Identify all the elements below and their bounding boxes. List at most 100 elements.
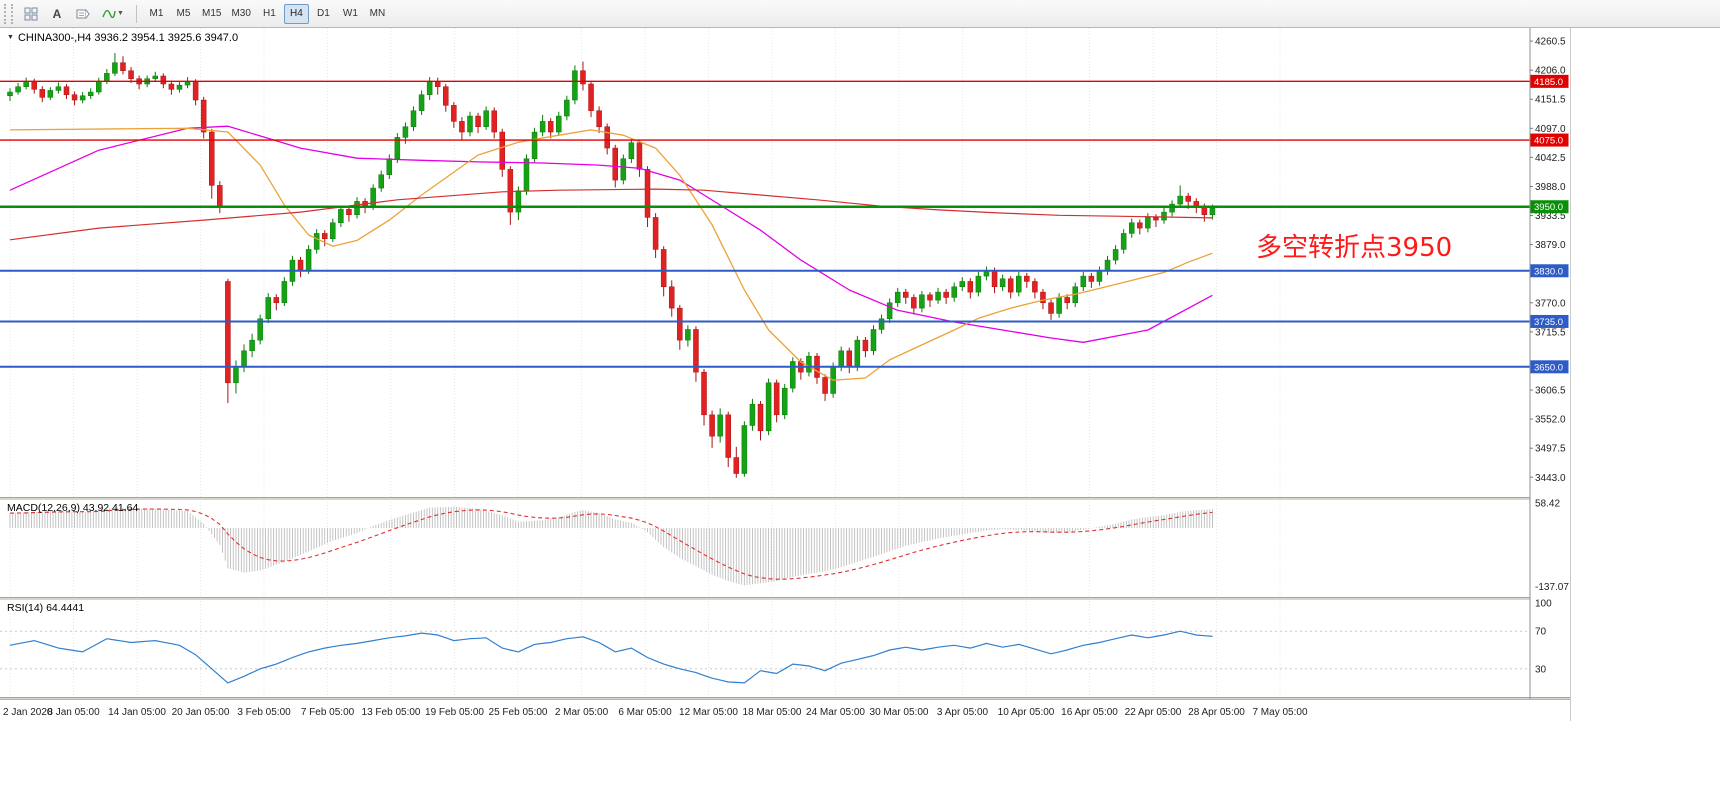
candle-body: [338, 209, 344, 223]
price-level-tag-label: 3735.0: [1534, 317, 1563, 328]
price-level-tag: [1530, 74, 1569, 88]
time-axis-label: 7 May 05:00: [1252, 707, 1307, 718]
insert-text-button[interactable]: A: [45, 3, 69, 25]
price-axis-label: 4042.5: [1535, 153, 1566, 164]
candle-body: [620, 158, 627, 181]
timeframe-button-m30[interactable]: M30: [227, 4, 254, 24]
candle-body: [636, 142, 643, 170]
one-click-trading-collapse-icon[interactable]: ▼: [7, 34, 14, 41]
candle-body: [1145, 217, 1151, 229]
time-axis-label: 20 Jan 05:00: [172, 707, 230, 718]
price-axis-label: 4097.0: [1535, 124, 1566, 135]
macd-axis-label: 58.42: [1535, 499, 1560, 510]
candle-body: [564, 99, 570, 117]
candle-body: [701, 371, 707, 416]
candle-body: [265, 297, 271, 320]
timeframe-button-m15[interactable]: M15: [198, 4, 225, 24]
price-axis-label: 3443.0: [1535, 473, 1566, 484]
candle-body: [547, 121, 554, 133]
macd-indicator-label: MACD(12,26,9) 43.92 41.64: [7, 502, 139, 514]
candle-body: [862, 339, 869, 352]
chart-plot-area[interactable]: [0, 28, 1570, 721]
candle-body: [370, 187, 376, 207]
toolbar-separator: [136, 4, 137, 23]
price-axis-label: 3988.0: [1535, 182, 1566, 193]
time-axis-label: 3 Apr 05:00: [937, 707, 989, 718]
price-level-tag-label: 3650.0: [1534, 362, 1563, 373]
candle-body: [1048, 302, 1054, 314]
candle-body: [200, 99, 207, 133]
candle-body: [644, 169, 651, 218]
price-axis-label: 3552.0: [1535, 415, 1566, 426]
candle-body: [1007, 278, 1014, 293]
candle-body: [249, 339, 255, 352]
panel-splitter[interactable]: [0, 497, 1570, 500]
candle-body: [668, 286, 675, 309]
candle-body: [96, 81, 102, 93]
candle-body: [1209, 208, 1216, 215]
time-axis-label: 28 Apr 05:00: [1188, 707, 1245, 718]
candle-body: [999, 278, 1006, 288]
ma-slow-orange: [9, 127, 1213, 381]
candle-body: [55, 86, 62, 91]
candle-body: [63, 86, 70, 95]
candle-body: [483, 110, 489, 127]
timeframe-group: M1 M5 M15 M30 H1 H4 D1 W1 MN: [143, 3, 391, 24]
candle-body: [225, 281, 231, 384]
rsi-indicator-label: RSI(14) 64.4441: [7, 602, 85, 614]
candle-body: [1112, 249, 1119, 261]
candle-body: [1128, 222, 1135, 234]
candle-body: [321, 233, 328, 240]
candle-body: [378, 174, 384, 189]
candle-body: [217, 185, 223, 207]
time-axis-label: 22 Apr 05:00: [1125, 707, 1182, 718]
timeframe-button-w1[interactable]: W1: [338, 4, 363, 24]
toolbar-drag-handle[interactable]: [4, 3, 13, 24]
candle-body: [991, 270, 998, 288]
candle-body: [79, 95, 86, 101]
candle-body: [967, 281, 974, 293]
candle-body: [71, 94, 78, 101]
timeframe-button-h4[interactable]: H4: [283, 3, 309, 24]
candle-body: [418, 94, 425, 111]
candle-body: [1024, 275, 1030, 282]
candle-body: [806, 355, 812, 373]
candle-body: [1137, 222, 1143, 229]
price-axis-label: 3606.5: [1535, 386, 1566, 397]
candle-body: [112, 62, 118, 74]
candle-body: [47, 90, 54, 98]
candle-body: [402, 126, 409, 138]
panel-splitter[interactable]: [0, 597, 1570, 600]
rsi-axis-label: 30: [1535, 664, 1547, 675]
timeframe-button-d1[interactable]: D1: [311, 4, 336, 24]
candle-body: [305, 249, 312, 272]
price-level-tag: [1530, 314, 1569, 328]
chart-grid-icon: [24, 7, 38, 20]
candle-body: [660, 249, 667, 288]
candle-body: [1169, 203, 1175, 213]
candle-body: [741, 425, 748, 474]
candle-body: [959, 281, 966, 288]
price-axis-label: 3770.0: [1535, 298, 1566, 309]
time-axis-label: 18 Mar 05:00: [743, 707, 802, 718]
candle-body: [773, 382, 780, 416]
candle-body: [443, 86, 449, 106]
chart-grid-button[interactable]: [19, 3, 43, 25]
timeframe-button-h1[interactable]: H1: [257, 4, 282, 24]
candle-body: [257, 318, 263, 341]
candle-body: [1080, 275, 1087, 288]
indicators-button[interactable]: ▼: [97, 3, 129, 25]
chart-title: ▼ CHINA300-,H4 3936.2 3954.1 3925.6 3947.…: [7, 32, 238, 44]
candle-body: [628, 142, 635, 159]
timeframe-button-m5[interactable]: M5: [171, 4, 196, 24]
price-axis-label: 3933.5: [1535, 211, 1566, 222]
candle-body: [233, 366, 239, 384]
rsi-line: [9, 630, 1213, 684]
timeframe-button-m1[interactable]: M1: [144, 4, 169, 24]
annotation-text[interactable]: 多空转折点3950: [1256, 233, 1453, 263]
candle-body: [685, 329, 691, 341]
candle-body: [209, 131, 215, 186]
timeframe-button-mn[interactable]: MN: [365, 4, 390, 24]
candle-body: [273, 297, 280, 304]
price-tag-button[interactable]: [71, 3, 95, 25]
